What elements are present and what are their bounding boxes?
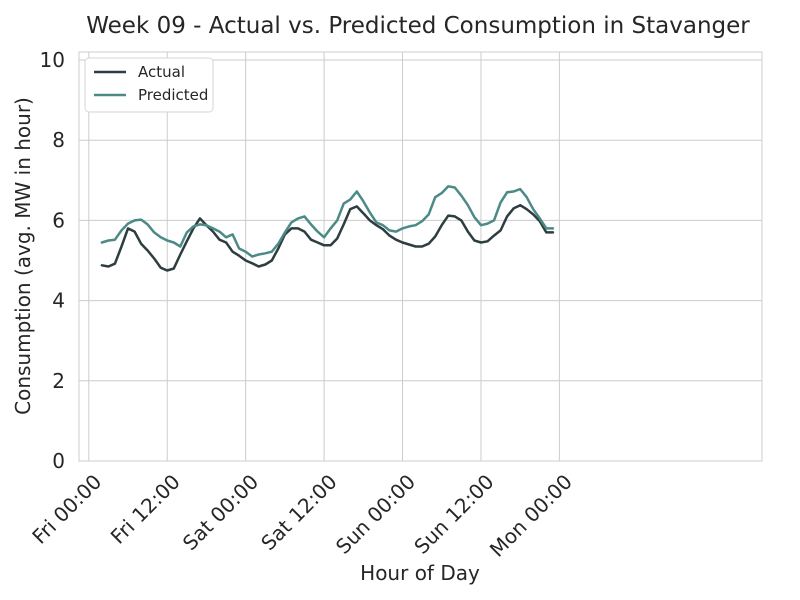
y-tick-label: 6 <box>52 208 65 232</box>
y-tick-label: 2 <box>52 369 65 393</box>
x-tick-label: Sat 00:00 <box>178 470 263 555</box>
x-tick-label: Fri 00:00 <box>27 470 106 549</box>
legend-label-actual: Actual <box>138 63 185 81</box>
y-tick-label: 4 <box>52 289 65 313</box>
x-tick-label: Sun 00:00 <box>331 470 420 559</box>
x-tick-label: Sat 12:00 <box>256 470 341 555</box>
x-axis-label: Hour of Day <box>360 561 480 585</box>
y-tick-label: 8 <box>52 128 65 152</box>
series-line-predicted <box>100 185 555 258</box>
legend: Actual Predicted <box>84 57 214 113</box>
chart-title: Week 09 - Actual vs. Predicted Consumpti… <box>86 13 750 39</box>
x-tick-label: Mon 00:00 <box>485 470 577 562</box>
y-axis-label: Consumption (avg. MW in hour) <box>11 97 35 415</box>
series-lines <box>100 185 555 272</box>
y-tick-label: 10 <box>40 48 65 72</box>
plot-area <box>78 51 763 462</box>
series-line-actual <box>100 203 555 272</box>
y-axis-ticks: 0 2 4 6 8 10 <box>40 48 65 473</box>
legend-label-predicted: Predicted <box>138 86 208 104</box>
y-tick-label: 0 <box>52 449 65 473</box>
x-tick-label: Fri 12:00 <box>106 470 185 549</box>
